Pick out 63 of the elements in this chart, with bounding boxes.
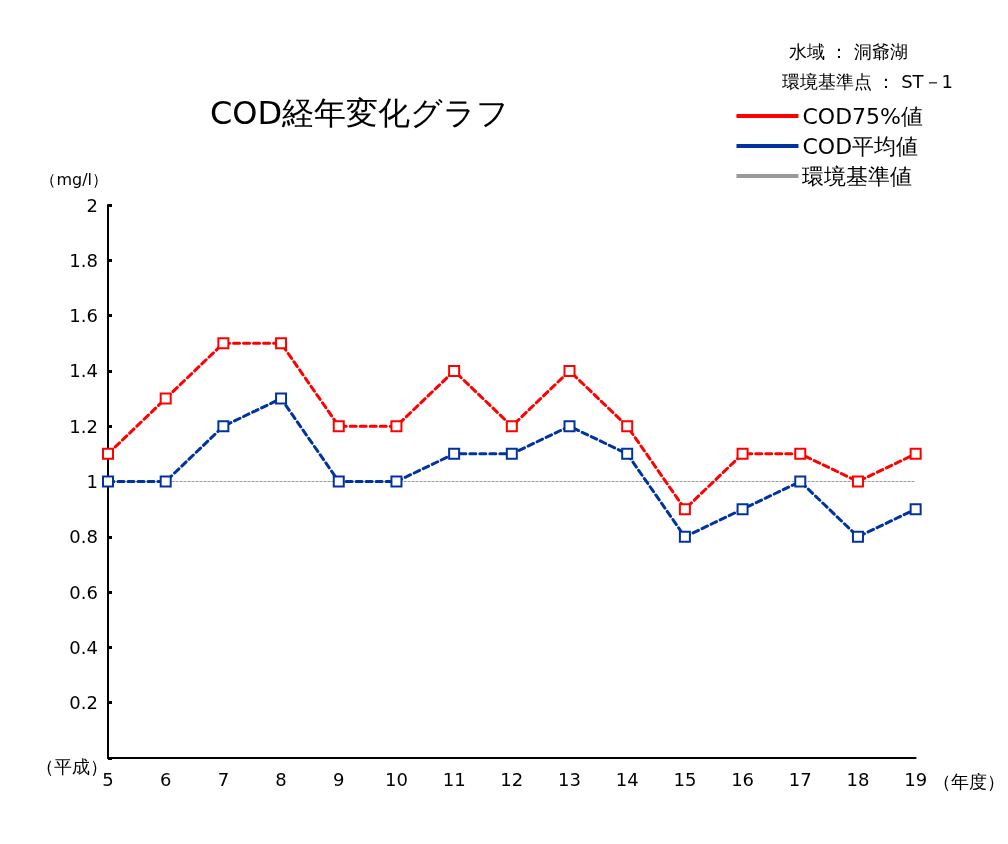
x-tick-label: 7	[217, 768, 230, 790]
point	[736, 503, 749, 516]
x-tick-label: 15	[673, 768, 697, 790]
point	[332, 420, 345, 433]
point	[909, 447, 922, 460]
point	[159, 392, 172, 405]
x-tick-label: 10	[384, 768, 408, 790]
text: 環境基準点 ： ST－1	[781, 70, 954, 92]
point	[448, 447, 461, 460]
legend-label: COD平均値	[802, 133, 919, 159]
y-tick-label: 0.8	[69, 526, 98, 548]
y-tick-label: 1.2	[69, 415, 98, 437]
point	[332, 475, 345, 488]
y-tick-label: 1.8	[69, 249, 98, 271]
point	[851, 530, 864, 543]
x-axis-title: （年度）	[933, 770, 1005, 792]
chart-title: COD経年変化グラフ	[210, 94, 510, 132]
text: 水域 ： 洞爺湖	[788, 40, 909, 62]
point	[390, 475, 403, 488]
y-tick-label: 0.6	[69, 581, 98, 603]
point	[159, 475, 172, 488]
y-tick-label: 0.4	[69, 636, 98, 658]
x-tick-label: 18	[846, 768, 870, 790]
legend-label: COD75%値	[802, 103, 924, 129]
x-tick-label: 5	[102, 768, 114, 790]
x-tick-label: 17	[788, 768, 812, 790]
point	[505, 420, 518, 433]
point	[563, 364, 576, 377]
x-tick-label: 14	[615, 768, 639, 790]
y-tick-label: 1.6	[69, 305, 98, 327]
x-tick-label: 19	[904, 768, 928, 790]
legend-label: 環境基準値	[802, 163, 913, 189]
x-tick-label: 9	[333, 768, 345, 790]
point	[794, 447, 807, 460]
y-tick-label: 2	[86, 194, 98, 216]
y-tick-label: 1	[86, 471, 98, 492]
x-tick-label: 13	[558, 768, 581, 790]
x-tick-label: 6	[159, 768, 172, 790]
point	[678, 530, 691, 543]
point	[275, 392, 288, 405]
point	[217, 420, 230, 433]
y-tick-label: 1.4	[69, 360, 98, 382]
x-tick-label: 8	[275, 768, 287, 790]
point	[102, 475, 114, 488]
point	[678, 503, 691, 516]
x-tick-label: 11	[442, 768, 466, 790]
x-tick-label: 16	[731, 768, 755, 790]
y-axis-title: （mg/l）	[40, 169, 108, 189]
point	[217, 337, 230, 350]
x-tick-label: 12	[500, 768, 524, 790]
point	[621, 447, 634, 460]
point	[851, 475, 864, 488]
point	[448, 364, 461, 377]
point	[275, 337, 288, 350]
point	[563, 420, 576, 433]
point	[102, 447, 114, 460]
point	[621, 420, 634, 433]
point	[390, 420, 403, 433]
y-tick-label: 0.2	[69, 692, 98, 714]
point	[736, 447, 749, 460]
point	[505, 447, 518, 460]
point	[794, 475, 807, 488]
point	[909, 503, 922, 516]
